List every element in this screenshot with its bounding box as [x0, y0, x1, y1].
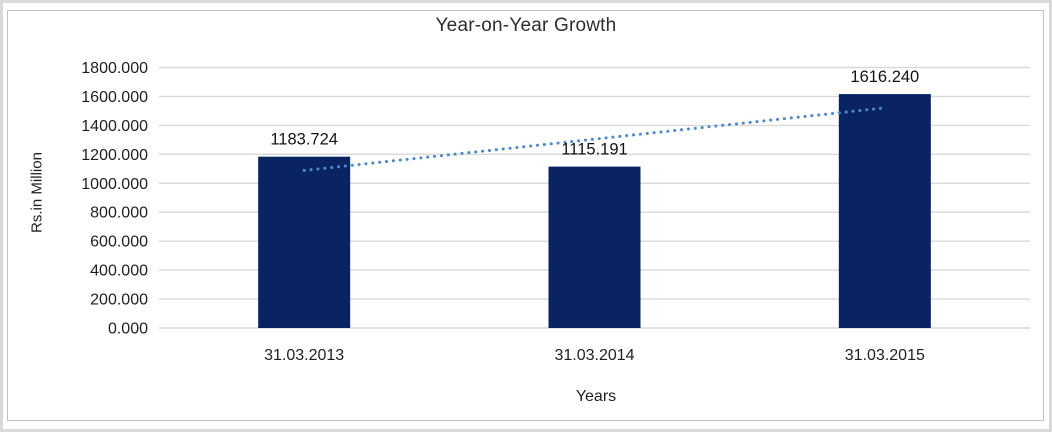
- x-axis-tick-label: 31.03.2013: [264, 347, 344, 364]
- y-axis-tick-label: 1600.000: [81, 89, 148, 106]
- y-axis-title: Rs.in Million: [28, 152, 46, 233]
- bar-31.03.2015: [838, 94, 931, 329]
- data-label: 1115.191: [561, 141, 627, 159]
- chart-frame-border: [7, 10, 1044, 421]
- data-label: 1616.240: [850, 68, 919, 86]
- y-axis-tick-label: 1200.000: [81, 147, 148, 164]
- x-axis-tick-label: 31.03.2014: [554, 347, 634, 364]
- y-axis-tick-label: 1800.000: [81, 60, 148, 77]
- y-axis-tick-label: 600.000: [90, 234, 148, 251]
- bar-31.03.2013: [258, 156, 351, 328]
- x-axis-title: Years: [575, 388, 617, 405]
- y-axis-tick-label: 400.000: [90, 263, 148, 280]
- x-axis-tick-label: 31.03.2015: [845, 347, 925, 364]
- y-axis-tick-label: 1400.000: [81, 118, 148, 135]
- trendline: [302, 106, 887, 172]
- y-axis-tick-label: 0.000: [108, 321, 148, 338]
- chart-title: Year-on-Year Growth: [435, 15, 617, 36]
- y-axis-tick-label: 1000.000: [81, 176, 148, 193]
- data-label: 1183.724: [270, 131, 338, 149]
- bar-31.03.2014: [548, 166, 641, 328]
- y-axis-tick-label: 200.000: [90, 292, 148, 309]
- y-axis-tick-label: 800.000: [90, 205, 148, 222]
